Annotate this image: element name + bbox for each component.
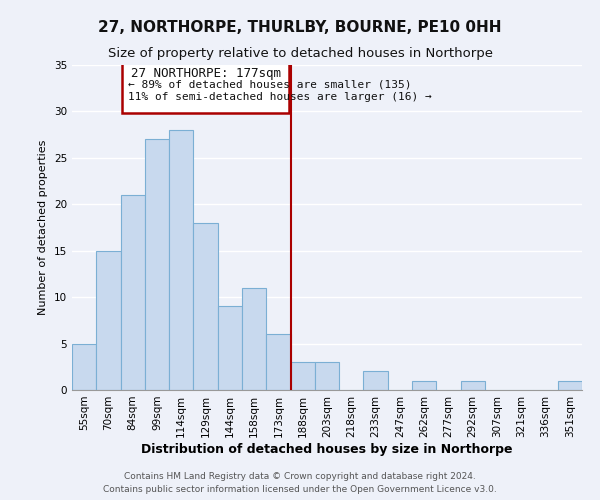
Bar bbox=[193, 223, 218, 390]
Bar bbox=[121, 195, 145, 390]
Bar bbox=[169, 130, 193, 390]
X-axis label: Distribution of detached houses by size in Northorpe: Distribution of detached houses by size … bbox=[141, 442, 513, 456]
Bar bbox=[242, 288, 266, 390]
Text: Size of property relative to detached houses in Northorpe: Size of property relative to detached ho… bbox=[107, 48, 493, 60]
Text: 11% of semi-detached houses are larger (16) →: 11% of semi-detached houses are larger (… bbox=[128, 92, 431, 102]
Bar bbox=[315, 362, 339, 390]
Y-axis label: Number of detached properties: Number of detached properties bbox=[38, 140, 49, 315]
Bar bbox=[558, 380, 582, 390]
Bar bbox=[96, 250, 121, 390]
Bar bbox=[218, 306, 242, 390]
Bar bbox=[364, 372, 388, 390]
Bar bbox=[461, 380, 485, 390]
Text: ← 89% of detached houses are smaller (135): ← 89% of detached houses are smaller (13… bbox=[128, 80, 412, 90]
Bar bbox=[412, 380, 436, 390]
Text: Contains HM Land Registry data © Crown copyright and database right 2024.: Contains HM Land Registry data © Crown c… bbox=[124, 472, 476, 481]
FancyBboxPatch shape bbox=[122, 63, 289, 114]
Bar bbox=[145, 140, 169, 390]
Text: 27, NORTHORPE, THURLBY, BOURNE, PE10 0HH: 27, NORTHORPE, THURLBY, BOURNE, PE10 0HH bbox=[98, 20, 502, 35]
Text: 27 NORTHORPE: 177sqm: 27 NORTHORPE: 177sqm bbox=[131, 68, 281, 80]
Bar bbox=[290, 362, 315, 390]
Text: Contains public sector information licensed under the Open Government Licence v3: Contains public sector information licen… bbox=[103, 485, 497, 494]
Bar bbox=[72, 344, 96, 390]
Bar bbox=[266, 334, 290, 390]
